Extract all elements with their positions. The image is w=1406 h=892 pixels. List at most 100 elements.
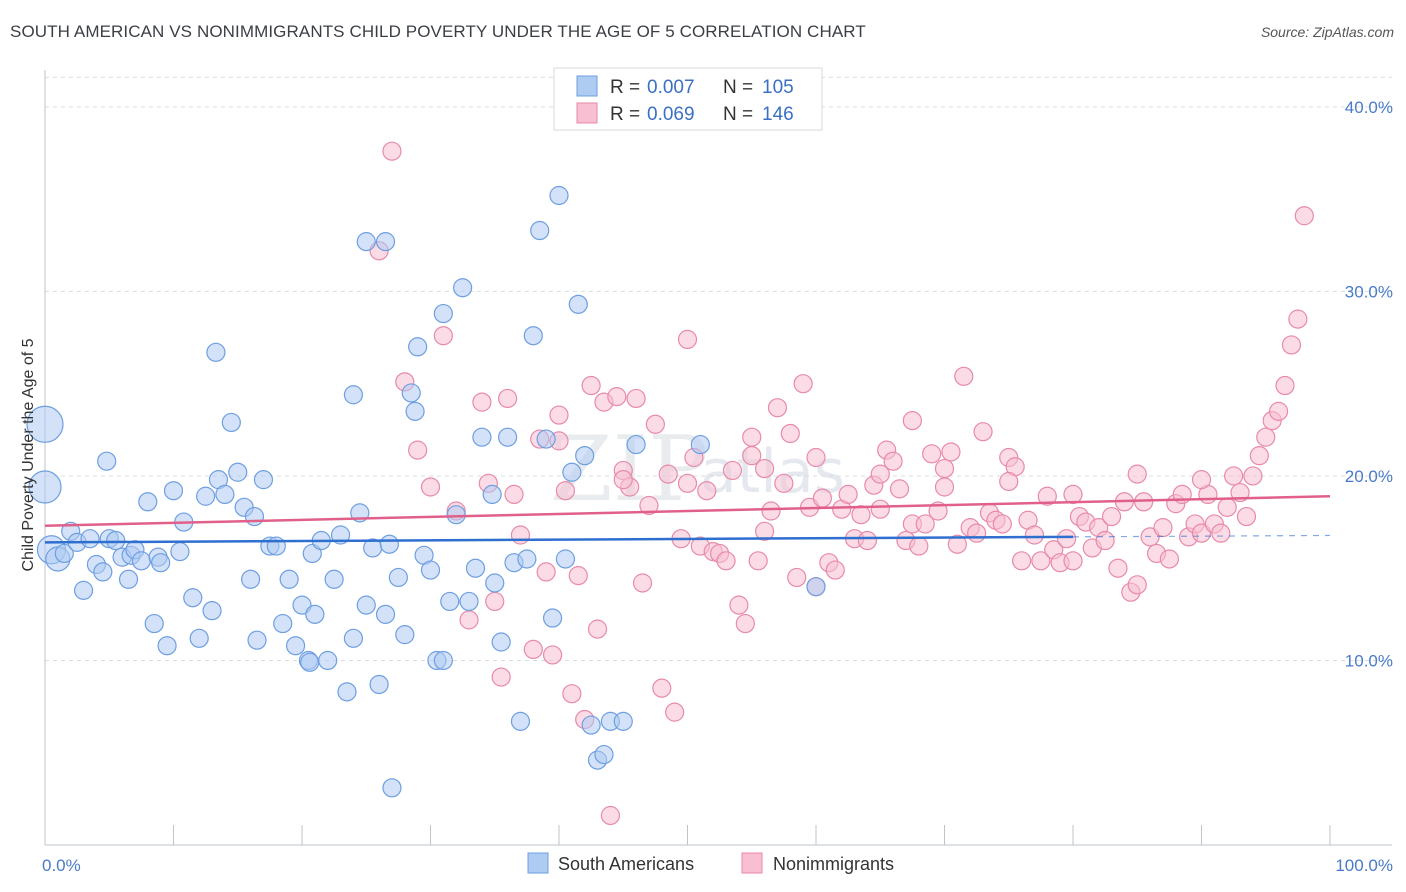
south-american-point-15 xyxy=(118,569,139,589)
south-american-point-42 xyxy=(273,613,293,634)
nonimmigrant-point-145 xyxy=(1191,470,1212,490)
south-american-point-48 xyxy=(305,604,325,624)
south-american-point-98 xyxy=(626,434,646,455)
nonimmigrant-point-60 xyxy=(812,488,833,508)
legend-swatch-blue xyxy=(576,75,598,97)
nonimmigrant-point-18 xyxy=(542,645,563,665)
axes xyxy=(44,70,1392,846)
nonimmigrant-point-56 xyxy=(787,567,807,588)
south-american-point-8 xyxy=(80,529,100,549)
south-american-point-63 xyxy=(395,625,415,645)
x-tick-label-0: 0.0% xyxy=(42,856,81,875)
south-american-point-84 xyxy=(523,326,543,346)
south-american-point-79 xyxy=(491,632,511,652)
south-american-point-24 xyxy=(163,481,184,501)
south-american-point-74 xyxy=(459,591,479,612)
south-american-point-38 xyxy=(247,630,267,650)
y-tick-label-0: 10.0% xyxy=(1345,651,1393,670)
nonimmigrant-point-39 xyxy=(677,329,698,350)
south-american-point-18 xyxy=(131,551,151,571)
nonimmigrant-point-143 xyxy=(999,471,1019,492)
nonimmigrant-point-47 xyxy=(729,595,749,615)
legend-r-value-1: 0.007 xyxy=(647,77,695,98)
south-american-point-27 xyxy=(183,588,203,608)
south-american-point-66 xyxy=(408,337,428,357)
south-american-point-106 xyxy=(343,628,363,648)
south-american-point-85 xyxy=(530,220,550,241)
south-american-point-33 xyxy=(221,412,241,433)
nonimmigrant-point-4 xyxy=(420,477,441,497)
south-american-point-80 xyxy=(498,427,518,447)
nonimmigrant-point-3 xyxy=(408,440,428,460)
nonimmigrant-point-114 xyxy=(1159,549,1179,569)
nonimmigrant-point-15 xyxy=(523,639,543,660)
bottom-legend: South Americans Nonimmigrants xyxy=(527,852,894,874)
nonimmigrant-point-1 xyxy=(382,141,402,161)
nonimmigrant-point-144 xyxy=(870,464,890,484)
nonimmigrant-point-80 xyxy=(941,442,961,462)
south-american-point-53 xyxy=(337,682,357,702)
south-american-point-43 xyxy=(279,569,299,589)
south-american-point-62 xyxy=(388,567,408,588)
legend-r-label-1: R = xyxy=(610,77,640,98)
nonimmigrant-point-139 xyxy=(806,447,826,468)
bottom-legend-swatch-pink xyxy=(741,852,763,874)
nonimmigrant-point-136 xyxy=(902,410,922,431)
nonimmigrant-point-50 xyxy=(748,551,768,571)
nonimmigrant-trend-line xyxy=(44,495,1331,528)
data-points xyxy=(26,141,1314,826)
nonimmigrant-point-12 xyxy=(498,388,518,409)
nonimmigrant-point-128 xyxy=(1249,446,1269,466)
nonimmigrant-point-34 xyxy=(645,414,665,434)
nonimmigrant-point-142 xyxy=(1127,464,1147,484)
south-american-point-32 xyxy=(215,484,235,505)
south-american-point-10 xyxy=(93,562,113,582)
nonimmigrant-point-91 xyxy=(1011,551,1032,571)
south-american-point-77 xyxy=(482,484,502,505)
south-american-point-70 xyxy=(433,650,453,671)
south-american-point-30 xyxy=(202,601,222,621)
nonimmigrant-point-79 xyxy=(934,458,955,479)
nonimmigrant-point-148 xyxy=(677,473,698,493)
nonimmigrant-point-67 xyxy=(857,530,878,551)
south-american-point-88 xyxy=(549,185,569,206)
south-american-point-51 xyxy=(324,569,344,589)
south-american-point-13 xyxy=(106,530,126,551)
south-american-point-50 xyxy=(318,650,338,671)
south-american-point-29 xyxy=(196,486,216,506)
nonimmigrant-point-88 xyxy=(992,514,1012,534)
legend-swatch-pink xyxy=(576,102,598,124)
south-american-point-34 xyxy=(228,462,248,482)
nonimmigrant-point-28 xyxy=(607,387,627,407)
south-american-point-20 xyxy=(144,613,164,634)
south-american-point-37 xyxy=(244,506,265,527)
nonimmigrant-point-5 xyxy=(433,326,453,346)
south-american-point-83 xyxy=(517,549,537,569)
nonimmigrant-point-95 xyxy=(1037,486,1057,506)
nonimmigrant-point-10 xyxy=(485,591,505,612)
y-tick-label-2: 30.0% xyxy=(1345,282,1393,301)
nonimmigrant-point-98 xyxy=(1056,529,1077,549)
nonimmigrant-point-133 xyxy=(1281,335,1302,355)
nonimmigrant-point-124 xyxy=(1224,466,1244,486)
y-tick-label-3: 40.0% xyxy=(1345,98,1393,117)
nonimmigrant-point-106 xyxy=(1108,558,1128,578)
south-american-point-56 xyxy=(356,595,376,615)
nonimmigrant-point-69 xyxy=(870,499,890,519)
x-tick-label-1: 100.0% xyxy=(1335,856,1393,875)
nonimmigrant-point-123 xyxy=(1217,497,1237,517)
legend-n-label-1: N = xyxy=(723,77,753,98)
south-american-point-75 xyxy=(465,558,486,578)
nonimmigrant-point-14 xyxy=(510,525,531,545)
nonimmigrant-point-140 xyxy=(934,477,955,497)
nonimmigrant-point-54 xyxy=(774,473,794,493)
nonimmigrant-point-75 xyxy=(909,536,929,556)
trend-lines xyxy=(44,495,1331,544)
nonimmigrant-point-17 xyxy=(536,562,556,582)
nonimmigrant-point-122 xyxy=(1211,523,1231,543)
nonimmigrant-point-137 xyxy=(754,458,775,479)
nonimmigrant-point-66 xyxy=(851,505,871,525)
nonimmigrant-point-37 xyxy=(665,702,685,722)
south-american-point-92 xyxy=(575,446,595,466)
